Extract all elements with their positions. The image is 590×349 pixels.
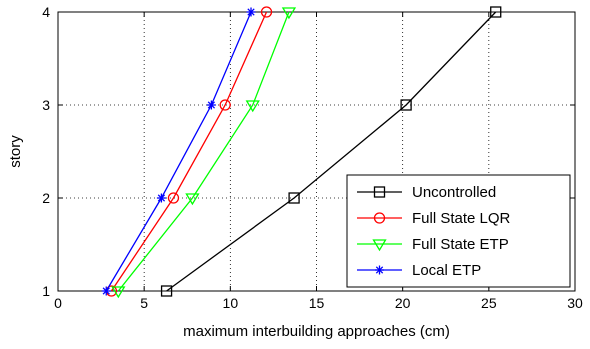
- series-line: [166, 11, 497, 292]
- legend: Uncontrolled Full State LQR Full State ETP…: [346, 174, 571, 288]
- x-tick-label: 0: [54, 295, 62, 311]
- data-point: [400, 99, 412, 111]
- legend-marker: [373, 212, 386, 224]
- y-tick-label: 2: [42, 190, 50, 206]
- legend-entry: Full State ETP: [357, 236, 509, 253]
- legend-marker: [375, 265, 384, 275]
- legend-marker: [372, 239, 387, 252]
- legend-label: Uncontrolled: [412, 184, 496, 201]
- data-point: [245, 100, 260, 113]
- series-line: [105, 11, 252, 292]
- series-2: [111, 7, 297, 299]
- series-line: [117, 11, 290, 292]
- star-stroke: [102, 287, 110, 295]
- star-stroke: [247, 8, 255, 16]
- legend-marker: [373, 186, 386, 198]
- y-tick-label: 1: [42, 283, 50, 299]
- x-tick-label: 25: [481, 295, 497, 311]
- data-point: [160, 285, 173, 297]
- data-point: [281, 7, 297, 20]
- legend-entry: Uncontrolled: [357, 184, 496, 201]
- x-axis-ticks: 0 5 10 15 20 25 30: [54, 12, 583, 311]
- legend-label: Full State LQR: [412, 210, 511, 227]
- data-point: [260, 6, 273, 18]
- legend-entry: Full State LQR: [357, 210, 511, 227]
- y-axis-ticks: 1 2 3 4: [42, 4, 575, 299]
- series-0: [160, 6, 502, 297]
- x-tick-label: 10: [223, 295, 239, 311]
- data-point: [101, 286, 111, 296]
- data-point: [185, 193, 200, 206]
- data-point: [156, 193, 166, 203]
- legend-label: Full State ETP: [412, 236, 509, 253]
- y-tick-label: 3: [42, 97, 50, 113]
- star-stroke: [375, 266, 384, 274]
- y-tick-label: 4: [42, 4, 50, 20]
- x-tick-label: 15: [309, 295, 325, 311]
- series-3: [101, 7, 256, 296]
- series-1: [105, 6, 273, 297]
- y-axis-label: story: [7, 135, 24, 168]
- data-point: [490, 6, 502, 18]
- series-group: [101, 6, 502, 299]
- x-tick-label: 30: [567, 295, 583, 311]
- legend-label: Local ETP: [412, 262, 481, 279]
- x-tick-label: 5: [140, 295, 148, 311]
- series-line: [110, 11, 268, 292]
- x-axis-label: maximum interbuilding approaches (cm): [183, 323, 450, 340]
- data-point: [206, 100, 216, 110]
- data-point: [167, 192, 180, 204]
- x-tick-label: 20: [395, 295, 411, 311]
- star-stroke: [157, 194, 166, 202]
- star-stroke: [207, 101, 216, 109]
- data-point: [246, 7, 256, 17]
- data-point: [111, 286, 126, 299]
- data-point: [219, 99, 231, 111]
- legend-entry: Local ETP: [357, 262, 481, 279]
- data-point: [288, 192, 300, 204]
